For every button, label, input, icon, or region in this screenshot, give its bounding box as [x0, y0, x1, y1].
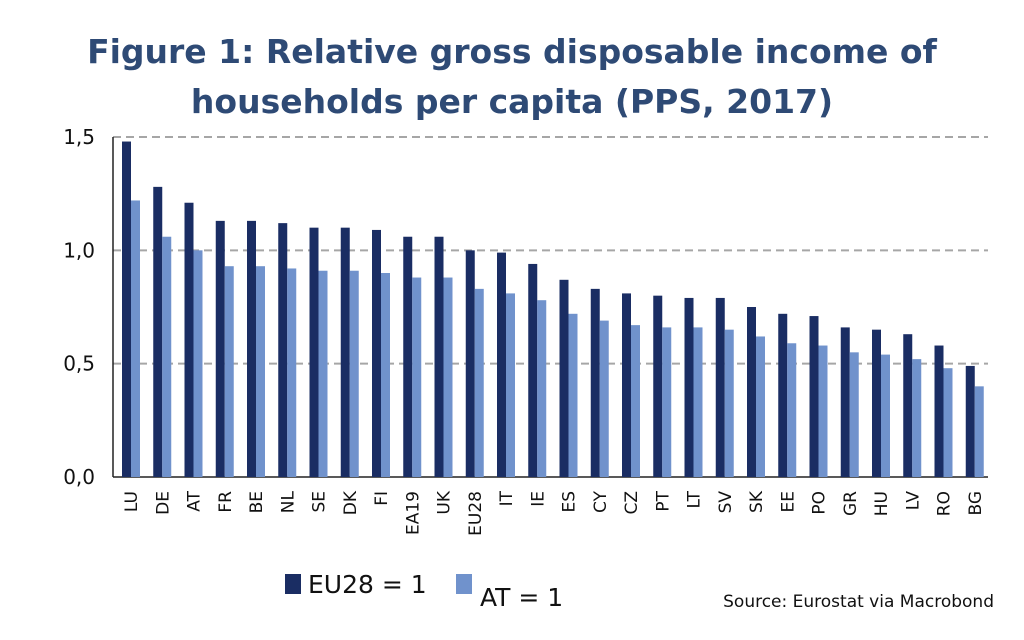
bar-eu28 [903, 334, 913, 477]
bar-eu28 [309, 227, 319, 477]
bar-at [381, 273, 390, 477]
bar-eu28 [340, 227, 350, 477]
x-tick-label: DE [153, 491, 173, 515]
bar-eu28 [528, 263, 538, 477]
bar-eu28 [622, 293, 631, 477]
bar-eu28 [278, 223, 288, 477]
x-tick-label: GR [841, 491, 861, 516]
bar-eu28 [872, 329, 881, 477]
bar-eu28 [434, 236, 444, 477]
bar-at [943, 368, 953, 477]
x-tick-label: LT [685, 490, 705, 508]
bar-at [256, 266, 265, 477]
bar-eu28 [403, 236, 413, 477]
bar-at [412, 277, 422, 477]
bar-at [599, 320, 609, 477]
bar-eu28 [747, 307, 756, 477]
bar-at [787, 343, 797, 477]
x-tick-label: ES [560, 491, 580, 513]
x-tick-label: PT [653, 490, 673, 511]
bar-at [881, 354, 890, 477]
bar-eu28 [590, 288, 600, 477]
legend-swatch-eu28 [285, 574, 301, 594]
bar-eu28 [372, 229, 381, 477]
x-tick-label: SK [747, 490, 767, 513]
bar-eu28 [122, 141, 131, 478]
x-tick-label: FI [372, 491, 392, 506]
bar-at [756, 336, 765, 477]
chart-title-line-1: Figure 1: Relative gross disposable inco… [87, 32, 937, 71]
bar-at [912, 359, 922, 477]
bar-at [193, 250, 203, 477]
bar-at [131, 200, 140, 477]
bar-eu28 [809, 316, 819, 477]
x-tick-label: BE [247, 491, 267, 513]
x-tick-label: NL [278, 490, 298, 513]
bar-at [631, 325, 640, 477]
x-tick-label: SV [716, 491, 736, 514]
bar-eu28 [247, 220, 256, 477]
bar-at [162, 236, 172, 477]
x-tick-label: IT [497, 490, 517, 506]
bar-eu28 [559, 279, 569, 477]
legend-swatch-at [456, 574, 472, 594]
bar-eu28 [497, 252, 506, 477]
bar-at [849, 352, 859, 477]
x-tick-label: LV [903, 491, 923, 511]
x-tick-label: LU [122, 491, 142, 512]
source-note: Source: Eurostat via Macrobond [723, 592, 994, 612]
x-tick-label: FR [216, 491, 236, 513]
bar-at [568, 313, 578, 477]
x-tick-label: BG [966, 491, 986, 516]
x-tick-label: PO [810, 491, 830, 515]
y-tick-label: 0,5 [63, 352, 95, 376]
y-tick-label: 0,0 [63, 465, 95, 489]
chart-title-line-2: households per capita (PPS, 2017) [190, 82, 834, 121]
bar-at [506, 293, 515, 477]
bar-eu28 [715, 297, 725, 477]
x-tick-label: IE [528, 491, 548, 507]
x-tick-label: EE [778, 491, 798, 512]
x-tick-label: CZ [622, 491, 642, 515]
bar-at [662, 327, 672, 477]
bar-at [224, 266, 234, 477]
bar-at [537, 300, 547, 477]
bar-at [318, 270, 328, 477]
x-tick-label: DK [341, 490, 361, 515]
bar-eu28 [465, 250, 475, 477]
legend-label-at: AT = 1 [480, 583, 564, 612]
bar-at [693, 327, 703, 477]
x-tick-label: AT [185, 490, 205, 511]
bar-eu28 [934, 345, 944, 477]
y-tick-label: 1,5 [63, 125, 95, 149]
bar-at [474, 288, 484, 477]
bar-eu28 [684, 297, 694, 477]
bar-at [287, 268, 297, 477]
x-tick-label: EA19 [403, 491, 423, 535]
bar-at [349, 270, 359, 477]
x-tick-label: RO [935, 491, 955, 516]
bar-at [818, 345, 828, 477]
x-tick-label: SE [310, 491, 330, 513]
bar-at [974, 386, 984, 477]
bar-eu28 [653, 295, 663, 477]
bar-eu28 [184, 202, 194, 477]
bar-eu28 [153, 186, 163, 477]
bar-eu28 [215, 220, 225, 477]
legend-label-eu28: EU28 = 1 [308, 570, 427, 599]
bar-eu28 [965, 365, 975, 477]
bar-at [724, 329, 734, 477]
bar-eu28 [778, 313, 788, 477]
x-tick-label: CY [591, 490, 611, 513]
y-tick-label: 1,0 [63, 238, 95, 262]
x-tick-label: UK [435, 490, 455, 514]
bar-at [443, 277, 453, 477]
bar-eu28 [840, 327, 850, 477]
x-tick-label: EU28 [466, 491, 486, 536]
x-tick-label: HU [872, 491, 892, 516]
